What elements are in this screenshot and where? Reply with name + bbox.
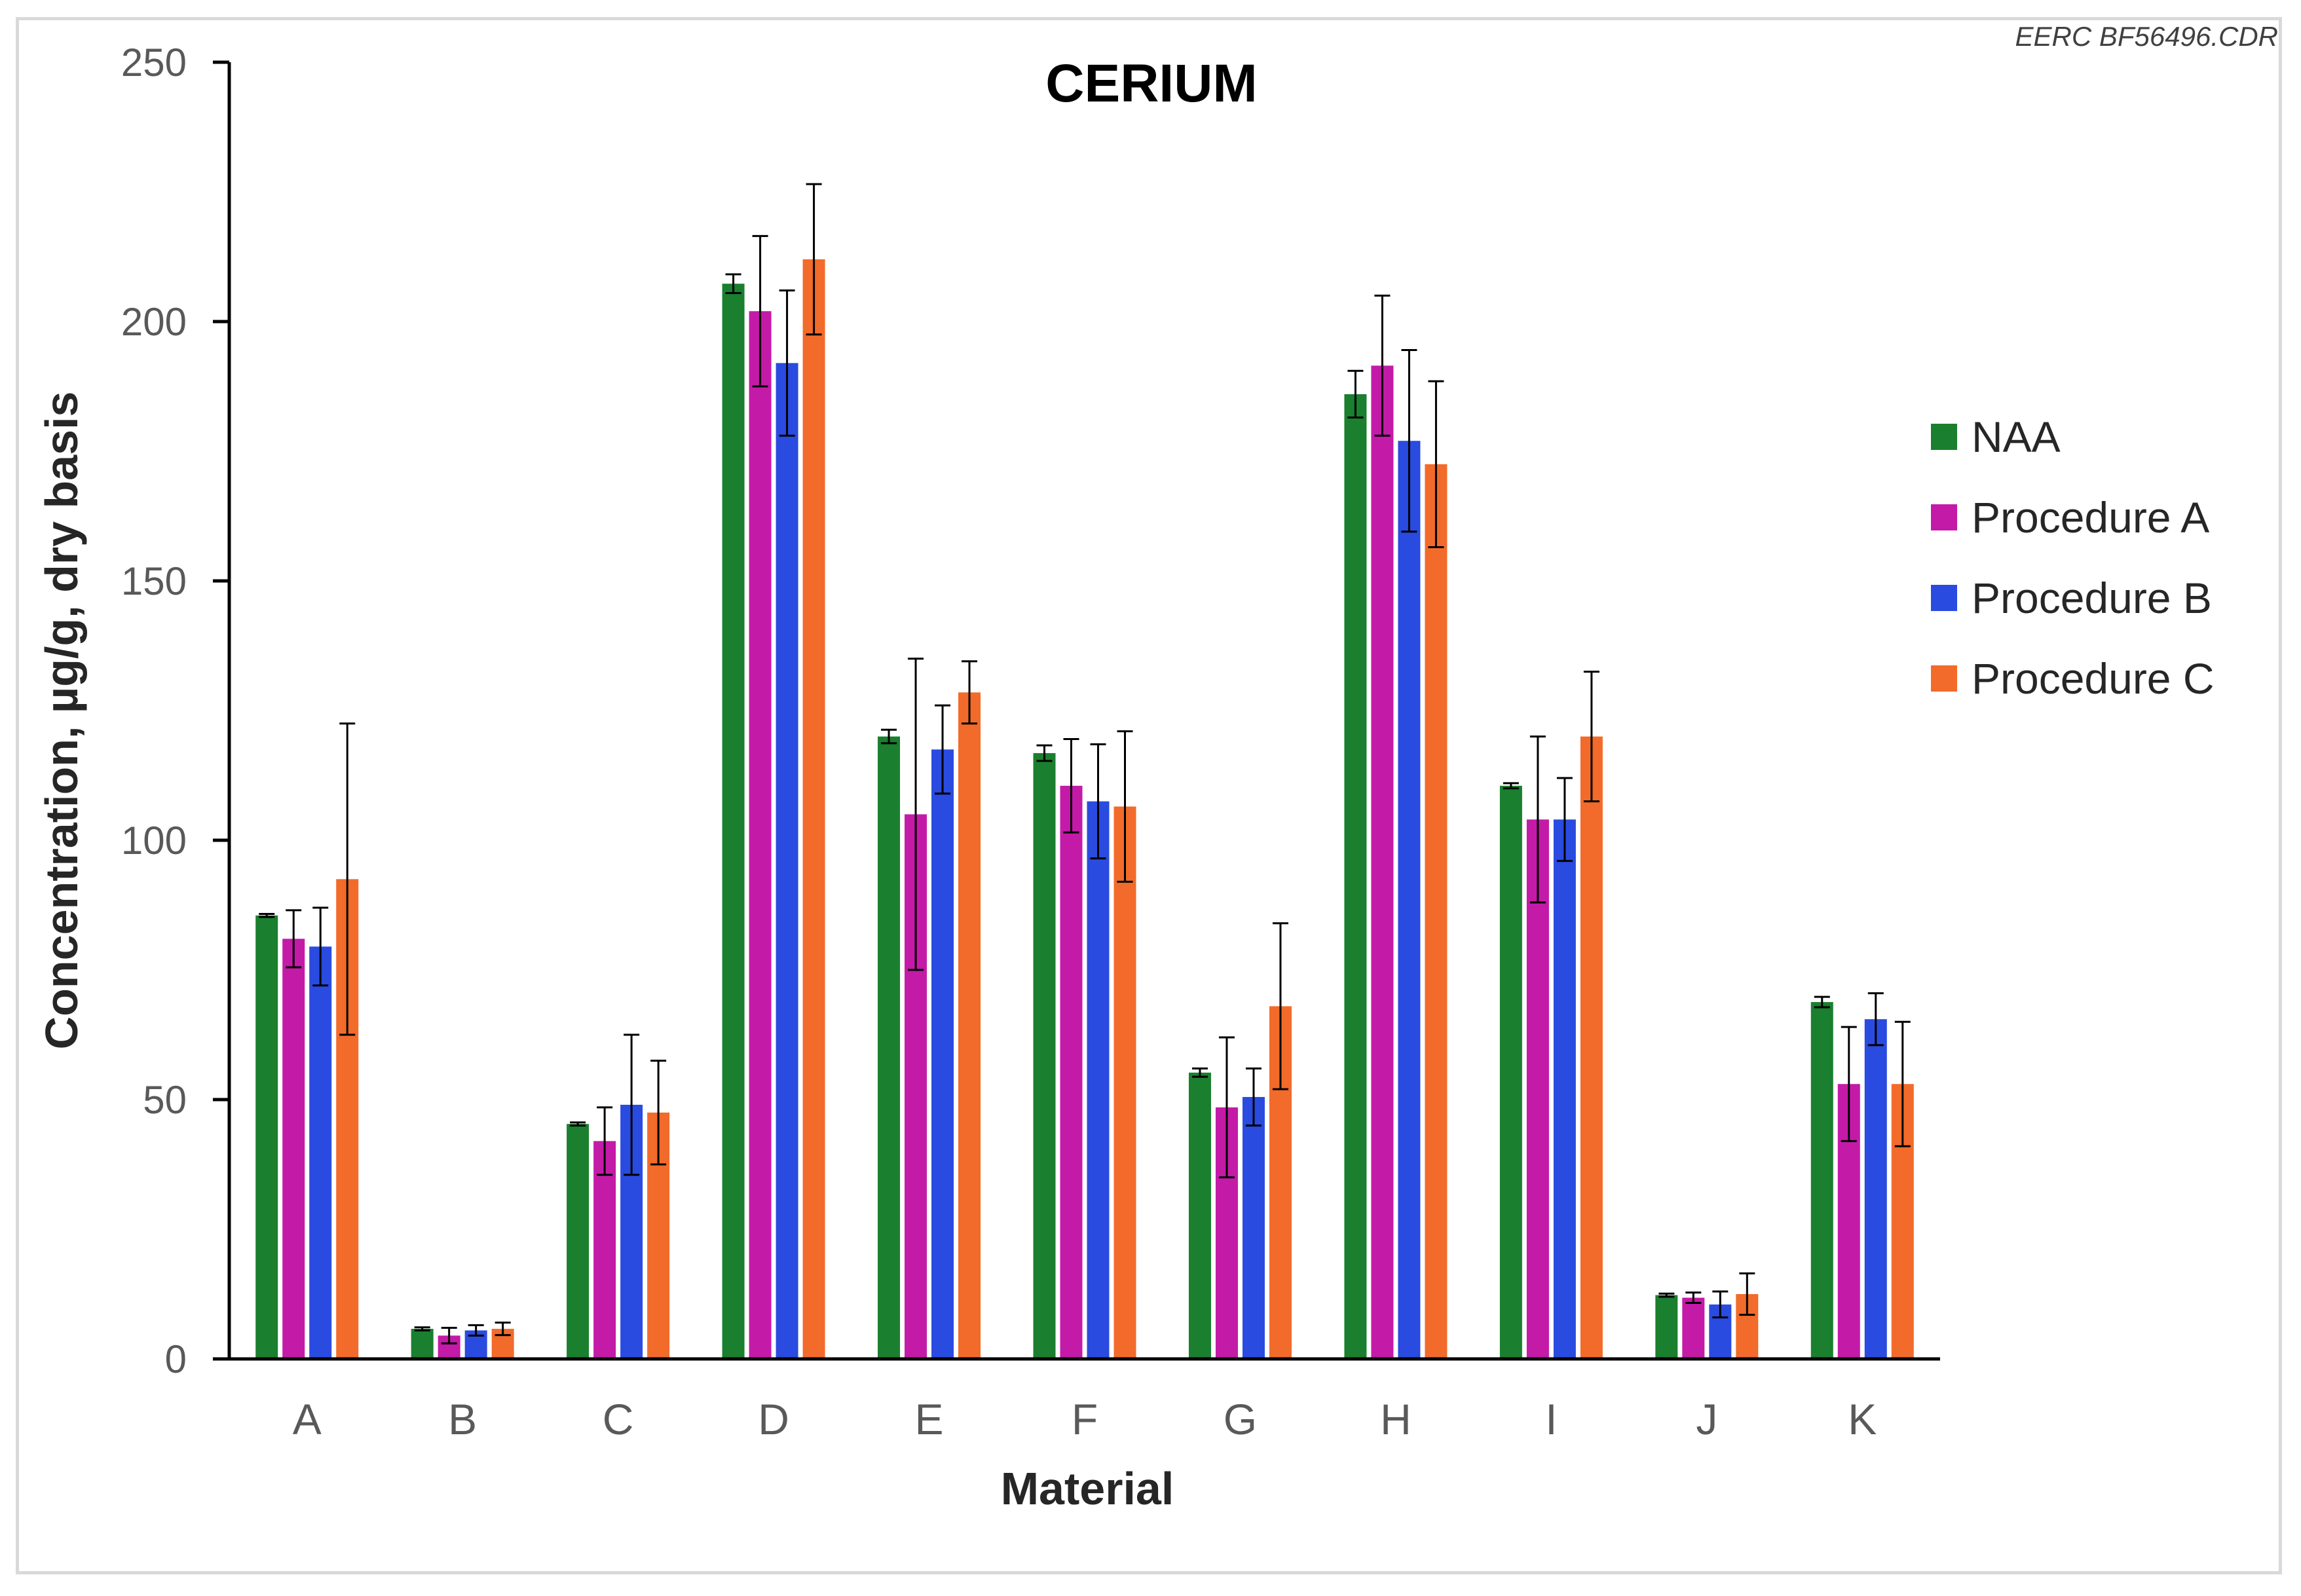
bar bbox=[1526, 819, 1549, 1359]
legend-swatch bbox=[1931, 504, 1957, 530]
bar bbox=[1499, 785, 1522, 1359]
x-category-label: J bbox=[1696, 1395, 1717, 1443]
bar bbox=[1060, 785, 1083, 1359]
bar bbox=[1580, 736, 1603, 1359]
bar bbox=[1864, 1019, 1887, 1359]
y-tick-label: 50 bbox=[143, 1078, 187, 1122]
y-tick-label: 250 bbox=[121, 41, 187, 84]
y-tick-label: 150 bbox=[121, 559, 187, 603]
error-bars bbox=[259, 183, 1911, 1345]
legend-label: Procedure B bbox=[1972, 574, 2212, 622]
bar bbox=[593, 1141, 616, 1359]
bar bbox=[802, 259, 825, 1360]
bar bbox=[1398, 441, 1421, 1360]
x-category-label: C bbox=[603, 1395, 634, 1443]
bar bbox=[1553, 819, 1576, 1359]
bar bbox=[1655, 1295, 1678, 1359]
bar bbox=[878, 736, 901, 1359]
x-category-label: A bbox=[293, 1395, 322, 1443]
bar bbox=[309, 946, 332, 1359]
y-tick-label: 0 bbox=[165, 1337, 187, 1381]
x-category-label: K bbox=[1848, 1395, 1877, 1443]
file-label: EERC BF56496.CDR bbox=[2015, 21, 2278, 52]
bar bbox=[931, 749, 954, 1359]
legend-swatch bbox=[1931, 585, 1957, 611]
x-category-label: D bbox=[758, 1395, 789, 1443]
chart-title: CERIUM bbox=[1045, 54, 1257, 113]
legend-swatch bbox=[1931, 665, 1957, 692]
x-category-label: E bbox=[915, 1395, 944, 1443]
bar bbox=[722, 284, 745, 1360]
x-category-label: F bbox=[1072, 1395, 1098, 1443]
bar bbox=[1344, 394, 1367, 1359]
legend-swatch bbox=[1931, 424, 1957, 450]
bar-series bbox=[255, 259, 1914, 1360]
bar bbox=[1113, 806, 1136, 1359]
y-axis-ticks: 0 50 100 150 200 250 bbox=[121, 41, 229, 1381]
x-axis-title: Material bbox=[1001, 1463, 1174, 1514]
legend: NAA Procedure A Procedure B Procedure C bbox=[1931, 413, 2215, 703]
bar bbox=[1425, 464, 1448, 1359]
bar bbox=[411, 1329, 434, 1359]
bar bbox=[749, 311, 772, 1359]
bar bbox=[776, 363, 798, 1359]
bar bbox=[1682, 1297, 1705, 1359]
x-category-label: I bbox=[1545, 1395, 1557, 1443]
x-category-label: H bbox=[1380, 1395, 1412, 1443]
x-category-label: B bbox=[448, 1395, 477, 1443]
legend-label: Procedure A bbox=[1972, 493, 2209, 542]
x-axis-categories: A B C D E F G H I J K bbox=[293, 1395, 1877, 1443]
bar bbox=[282, 938, 305, 1359]
bar bbox=[1188, 1072, 1211, 1359]
y-tick-label: 100 bbox=[121, 819, 187, 863]
bar bbox=[1087, 801, 1110, 1359]
bar bbox=[1810, 1002, 1833, 1359]
bar bbox=[255, 915, 278, 1359]
bar bbox=[1033, 752, 1056, 1359]
bar bbox=[958, 692, 981, 1359]
bar bbox=[1242, 1097, 1265, 1359]
bar bbox=[1371, 365, 1394, 1359]
y-axis-title: Concentration, µg/g, dry basis bbox=[36, 392, 87, 1050]
legend-label: NAA bbox=[1972, 413, 2061, 461]
bar bbox=[567, 1124, 589, 1359]
y-tick-label: 200 bbox=[121, 300, 187, 344]
legend-label: Procedure C bbox=[1972, 654, 2215, 703]
x-category-label: G bbox=[1224, 1395, 1257, 1443]
